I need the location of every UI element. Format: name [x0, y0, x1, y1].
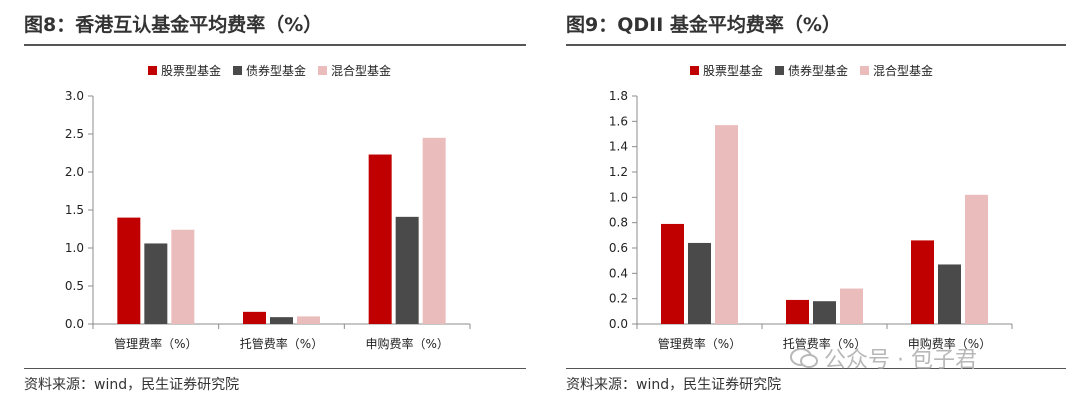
bar-chart-plot: 0.0 0.5 1.0 1.5 2.0 2.5 3.0 管理费率（%） 托管费率（%） 申购费率（…: [65, 89, 471, 351]
title-divider: [24, 44, 526, 46]
bar: [688, 242, 711, 324]
y-tick-label: 1.5: [65, 203, 84, 217]
source-divider: [24, 368, 526, 369]
y-tick-label: 2.5: [65, 127, 84, 141]
bar-chart-plot: 0.0 0.2 0.4 0.6 0.8 1.0 1.2 1.4 1.6 1.8 管理费率（%） 托管费…: [609, 89, 1013, 351]
bar: [270, 317, 293, 324]
chart-panel-left: 图8：香港互认基金平均费率（%） 股票型基金 债券型基金 混合型基金 0.0 0.…: [24, 14, 526, 393]
y-tick-label: 1.8: [609, 89, 628, 103]
title-divider: [566, 44, 1066, 46]
legend-item-stock: 股票型基金: [690, 62, 763, 79]
x-tick-label: 申购费率（%）: [365, 336, 448, 351]
legend-swatch-stock: [690, 66, 699, 75]
y-tick-label: 3.0: [65, 89, 84, 103]
y-tick-label: 0.4: [609, 266, 628, 280]
bar: [786, 299, 809, 324]
legend-label: 混合型基金: [331, 64, 392, 78]
y-tick-label: 1.0: [609, 190, 628, 204]
bar: [243, 311, 266, 324]
y-tick-label: 1.0: [65, 241, 84, 255]
bar: [422, 137, 446, 324]
y-tick-label: 1.6: [609, 114, 628, 128]
legend-label: 混合型基金: [873, 64, 934, 78]
legend-label: 股票型基金: [161, 64, 222, 78]
x-tick-label: 托管费率（%）: [783, 336, 866, 351]
y-tick-label: 0.5: [65, 279, 84, 293]
x-tick-label: 管理费率（%）: [658, 336, 741, 351]
y-tick-label: 0.8: [609, 216, 628, 230]
legend-item-mixed: 混合型基金: [318, 62, 391, 79]
source-note: 资料来源：wind，民生证券研究院: [24, 377, 240, 393]
legend-label: 债券型基金: [788, 64, 849, 78]
legend-item-bond: 债券型基金: [233, 62, 306, 79]
legend-item-mixed: 混合型基金: [860, 62, 933, 79]
y-tick-label: 0.0: [65, 317, 84, 331]
bar: [297, 316, 320, 324]
bar: [368, 154, 392, 324]
x-tick-label: 管理费率（%）: [114, 336, 197, 351]
y-tick-label: 0.2: [609, 292, 628, 306]
bar: [171, 229, 195, 324]
legend-label: 债券型基金: [246, 64, 307, 78]
watermark-text: 公众号 · 包子君: [824, 348, 977, 373]
legend-swatch-stock: [148, 66, 157, 75]
bar: [117, 217, 141, 324]
bar: [965, 194, 988, 324]
bar: [840, 288, 863, 324]
legend-label: 股票型基金: [703, 64, 764, 78]
y-tick-label: 2.0: [65, 165, 84, 179]
bar: [938, 264, 961, 324]
legend-swatch-mixed: [318, 66, 328, 75]
bar: [813, 301, 836, 324]
x-tick-label: 申购费率（%）: [908, 336, 991, 351]
y-tick-label: 1.4: [609, 140, 628, 154]
chart-legend: 股票型基金 债券型基金 混合型基金: [690, 62, 933, 79]
bar: [661, 223, 684, 324]
y-tick-label: 1.2: [609, 165, 628, 179]
chart-legend: 股票型基金 债券型基金 混合型基金: [148, 62, 391, 79]
wechat-icon: [790, 348, 818, 368]
chart-title: 图8：香港互认基金平均费率（%）: [24, 14, 323, 36]
source-note: 资料来源：wind，民生证券研究院: [566, 377, 782, 393]
bar: [715, 125, 738, 324]
bar: [911, 240, 934, 324]
chart-panel-right: 图9：QDII 基金平均费率（%） 股票型基金 债券型基金 混合型基金 0.0 0…: [540, 0, 1080, 407]
legend-swatch-bond: [233, 66, 243, 75]
bar: [395, 216, 419, 324]
legend-swatch-bond: [775, 66, 785, 75]
watermark: 公众号 · 包子君: [790, 342, 977, 374]
y-tick-label: 0.0: [609, 317, 628, 331]
legend-swatch-mixed: [860, 66, 870, 75]
source-divider: [566, 368, 1066, 369]
x-tick-label: 托管费率（%）: [240, 336, 323, 351]
chart-title: 图9：QDII 基金平均费率（%）: [566, 14, 841, 36]
legend-item-bond: 债券型基金: [775, 62, 848, 79]
y-tick-label: 0.6: [609, 241, 628, 255]
legend-item-stock: 股票型基金: [148, 62, 221, 79]
bar: [144, 243, 168, 324]
